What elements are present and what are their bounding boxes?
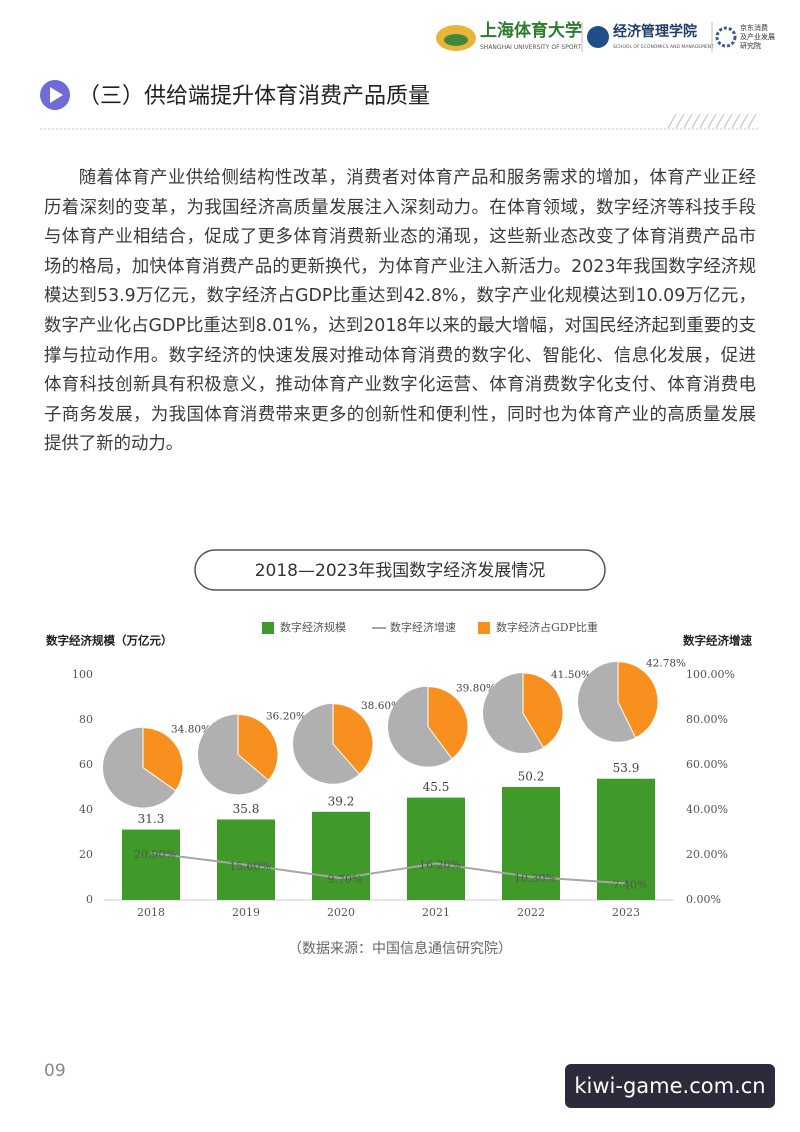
pie-slice [142, 727, 184, 792]
legend-label: 数字经济增速 [390, 620, 456, 634]
bar [597, 778, 655, 900]
bar [502, 787, 560, 900]
legend-label: 数字经济规模 [280, 620, 346, 634]
legend-label: 数字经济占GDP比重 [496, 620, 598, 634]
pie-slice [332, 703, 374, 775]
line [150, 851, 627, 885]
logo-text: 京东消费 [740, 23, 768, 32]
logo-text: 研究院 [740, 41, 761, 50]
section-icon [50, 87, 63, 103]
legend-swatch [262, 622, 274, 634]
y2-tick-label: 40.00% [686, 803, 728, 816]
y2-tick-label: 80.00% [686, 713, 728, 726]
chart-title-box [194, 549, 606, 591]
source-note: （数据来源：中国信息通信研究院） [288, 941, 512, 957]
y-axis-label: 数字经济规模（万亿元） [46, 634, 173, 648]
x-tick-label: 2021 [422, 906, 450, 919]
legend-swatch [478, 622, 490, 634]
pie-slice [427, 686, 469, 760]
logo-text: 上海体育大学 [480, 20, 582, 41]
y-tick-label: 80 [79, 713, 93, 726]
header: 上海体育大学 SHANGHAI UNIVERSITY OF SPORT 经济管理… [40, 20, 775, 130]
logo-text: 及产业发展 [740, 32, 775, 41]
pie-label: 39.80% [456, 683, 496, 695]
body-paragraph: 随着体育产业供给侧结构性改革，消费者对体育产品和服务需求的增加，体育产业正经历着… [44, 168, 756, 455]
bar [217, 819, 275, 900]
x-tick-label: 2018 [137, 906, 165, 919]
logo-icon [444, 34, 468, 46]
bar-value-label: 45.5 [423, 780, 450, 794]
y2-tick-label: 60.00% [686, 758, 728, 771]
y-tick-label: 0 [86, 893, 93, 906]
line-value-label: 10.30% [514, 872, 556, 885]
logo-text: 经济管理学院 [613, 23, 697, 40]
y-tick-label: 40 [79, 803, 93, 816]
logo-icon [715, 26, 737, 48]
line-value-label: 7.40% [613, 878, 648, 891]
y2-tick-label: 100.00% [686, 668, 735, 681]
hatch [667, 113, 757, 129]
bar-value-label: 53.9 [613, 761, 640, 775]
line-value-label: 9.70% [328, 873, 363, 886]
pie-label: 38.60% [361, 700, 401, 712]
bar-value-label: 39.2 [328, 794, 355, 808]
y-tick-label: 100 [72, 668, 93, 681]
x-tick-label: 2020 [327, 906, 355, 919]
line-value-label: 20.90% [134, 848, 176, 861]
y2-tick-label: 20.00% [686, 848, 728, 861]
pie-label: 41.50% [551, 669, 591, 681]
line-value-label: 16.20% [419, 859, 461, 872]
logo-subtext: SCHOOL OF ECONOMICS AND MANAGEMENT [613, 44, 714, 50]
line-value-label: 15.60% [229, 860, 271, 873]
bar [312, 811, 370, 900]
bar [122, 829, 180, 900]
chart: 2018—2023年我国数字经济发展情况 数字经济规模（万亿元） 数字经济增速 … [46, 549, 752, 919]
y2-tick-label: 0.00% [686, 893, 721, 906]
pie-slice [617, 661, 659, 739]
bar-value-label: 35.8 [233, 802, 260, 816]
pie-slice [522, 672, 564, 749]
pie-label: 36.20% [266, 710, 306, 722]
bar [407, 797, 465, 900]
x-tick-label: 2022 [517, 906, 545, 919]
y-tick-label: 60 [79, 758, 93, 771]
x-tick-label: 2023 [612, 906, 640, 919]
section-title: （三）供给端提升体育消费产品质量 [78, 84, 430, 109]
y-tick-label: 20 [79, 848, 93, 861]
pie-label: 34.80% [171, 724, 211, 736]
bar-value-label: 31.3 [138, 812, 165, 826]
bar-value-label: 50.2 [518, 770, 545, 784]
page-number: 09 [44, 1061, 66, 1081]
logo-subtext: SHANGHAI UNIVERSITY OF SPORT [480, 44, 581, 51]
watermark: kiwi-game.com.cn [565, 1064, 775, 1108]
chart-title: 2018—2023年我国数字经济发展情况 [255, 561, 546, 581]
y2-axis-label: 数字经济增速 [683, 634, 752, 648]
pie-slice [237, 713, 279, 782]
pie-label: 42.78% [646, 658, 686, 670]
x-tick-label: 2019 [232, 906, 260, 919]
logo-icon [587, 26, 609, 48]
